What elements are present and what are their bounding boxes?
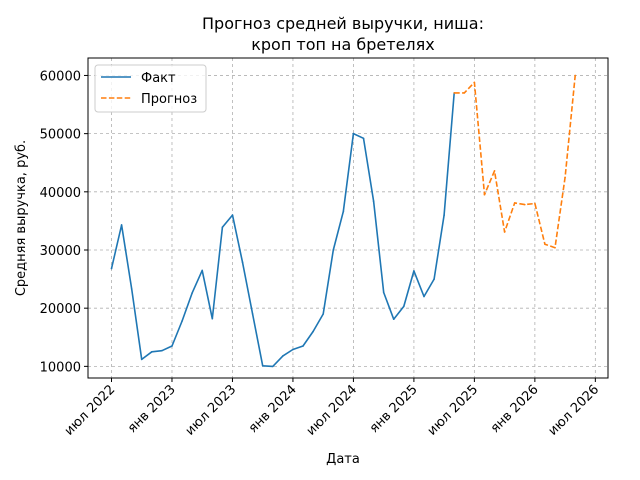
data-point-fact xyxy=(322,313,324,315)
data-point-fact xyxy=(382,291,385,294)
data-point-fact xyxy=(403,305,405,308)
data-point-forecast xyxy=(473,81,476,84)
data-point-forecast xyxy=(574,74,576,77)
data-point-fact xyxy=(443,214,445,216)
legend: Факт Прогноз xyxy=(94,64,207,113)
chart-title-line-2: кроп топ на бретелях xyxy=(251,35,435,54)
y-tick-label: 30000 xyxy=(40,244,81,259)
data-point-fact xyxy=(352,132,355,135)
legend-label-forecast: Прогноз xyxy=(141,92,197,107)
x-axis-label: Дата xyxy=(326,452,360,467)
data-point-forecast xyxy=(513,202,516,204)
data-point-forecast xyxy=(453,92,456,94)
y-tick-label: 20000 xyxy=(40,302,81,317)
data-point-forecast xyxy=(463,92,466,94)
data-point-fact xyxy=(120,224,123,226)
data-point-fact xyxy=(271,365,274,368)
data-point-fact xyxy=(110,267,113,270)
y-tick-label: 60000 xyxy=(40,69,81,84)
data-point-fact xyxy=(372,200,375,202)
data-point-fact xyxy=(130,288,133,290)
data-point-fact xyxy=(201,269,204,272)
data-point-fact xyxy=(211,317,214,320)
data-point-fact xyxy=(342,210,345,213)
data-point-fact xyxy=(171,345,173,347)
plot-frame xyxy=(87,57,609,379)
chart-title-line-1: Прогноз средней выручки, ниша: xyxy=(202,14,484,33)
data-point-forecast xyxy=(483,193,486,196)
data-point-fact xyxy=(191,292,193,294)
series-layer xyxy=(110,74,576,368)
legend-label-fact: Факт xyxy=(141,71,176,86)
data-point-fact xyxy=(413,270,415,272)
data-point-fact xyxy=(231,214,234,216)
data-point-fact xyxy=(140,358,143,361)
y-tick-label: 10000 xyxy=(40,360,81,375)
data-point-fact xyxy=(181,320,183,322)
data-point-fact xyxy=(251,313,254,315)
data-point-forecast xyxy=(503,231,506,233)
data-point-fact xyxy=(241,261,244,264)
data-point-fact xyxy=(221,226,224,229)
y-axis-label: Средняя выручка, руб. xyxy=(14,140,29,296)
data-point-fact xyxy=(392,318,395,321)
data-point-forecast xyxy=(523,203,526,206)
data-point-forecast xyxy=(534,202,536,205)
data-point-fact xyxy=(292,348,294,351)
grid-lines xyxy=(88,58,608,378)
y-tick-label: 50000 xyxy=(40,128,81,143)
data-point-fact xyxy=(312,330,314,333)
data-point-fact xyxy=(302,345,304,347)
data-point-forecast xyxy=(564,176,566,179)
data-point-forecast xyxy=(493,170,496,172)
data-point-fact xyxy=(261,364,264,367)
data-point-fact xyxy=(362,137,365,140)
y-axis: 10000 20000 30000 40000 50000 60000 xyxy=(40,69,88,375)
data-point-fact xyxy=(332,249,335,251)
data-point-fact xyxy=(282,355,284,357)
data-point-forecast xyxy=(554,246,556,249)
data-point-forecast xyxy=(544,243,546,245)
data-point-fact xyxy=(161,349,163,352)
data-point-fact xyxy=(151,351,153,353)
y-tick-label: 40000 xyxy=(40,186,81,201)
data-point-fact xyxy=(423,295,425,298)
data-point-fact xyxy=(433,278,435,280)
